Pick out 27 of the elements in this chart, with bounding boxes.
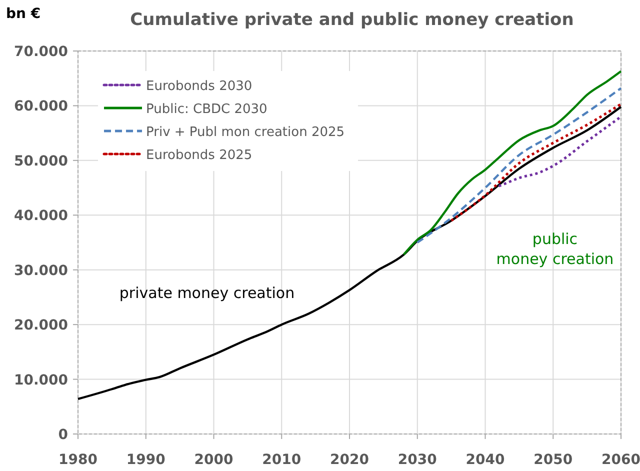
y-tick-label: 0 <box>58 427 68 443</box>
y-tick-label: 70.000 <box>14 44 68 60</box>
legend-label: Priv + Publ mon creation 2025 <box>146 125 345 140</box>
annotation: public money creation <box>496 230 614 268</box>
x-tick-label: 1980 <box>58 452 98 468</box>
x-tick-label: 1990 <box>126 452 166 468</box>
x-tick-label: 2050 <box>534 452 573 468</box>
y-tick-label: 40.000 <box>14 208 68 224</box>
y-axis-title: bn € <box>6 6 41 22</box>
legend-label: Public: CBDC 2030 <box>146 102 268 117</box>
x-tick-label: 2010 <box>262 452 302 468</box>
x-tick-label: 2020 <box>330 452 370 468</box>
x-tick-label: 2000 <box>194 452 234 468</box>
x-tick-label: 2060 <box>602 452 640 468</box>
y-tick-label: 50.000 <box>14 153 68 170</box>
x-tick-label: 2030 <box>398 452 438 468</box>
y-tick-label: 60.000 <box>14 98 68 115</box>
x-tick-label: 2040 <box>466 452 505 468</box>
line-series <box>498 115 622 188</box>
y-tick-label: 20.000 <box>14 318 68 334</box>
y-tick-label: 10.000 <box>14 372 68 388</box>
chart-title: Cumulative private and public money creation <box>130 10 574 30</box>
annotation: private money creation <box>119 284 295 302</box>
line-series <box>450 102 622 222</box>
y-tick-label: 30.000 <box>14 262 68 279</box>
legend-label: Eurobonds 2025 <box>146 148 252 163</box>
legend-label: Eurobonds 2030 <box>146 79 252 94</box>
